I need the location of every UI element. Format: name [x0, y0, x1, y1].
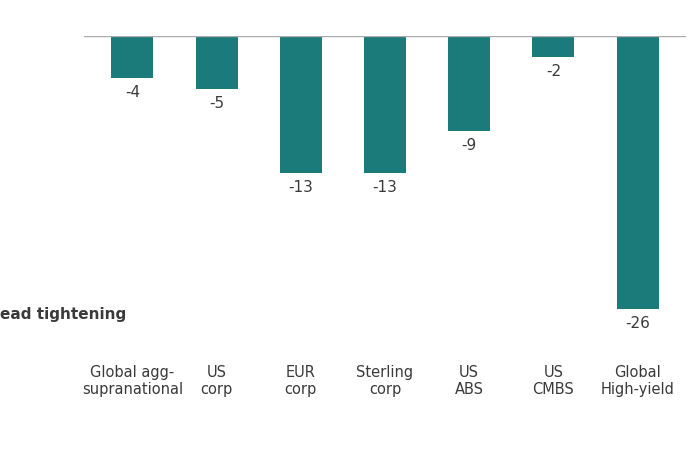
- Bar: [532, 36, 575, 57]
- Bar: [617, 36, 659, 309]
- Bar: [448, 36, 490, 130]
- Bar: [280, 36, 322, 172]
- Bar: [364, 36, 406, 172]
- Text: -2: -2: [546, 64, 561, 79]
- Text: -13: -13: [372, 180, 398, 195]
- Bar: [195, 36, 238, 89]
- Text: -5: -5: [209, 96, 224, 111]
- Text: -26: -26: [625, 316, 650, 331]
- Bar: [111, 36, 153, 78]
- Text: ead tightening: ead tightening: [0, 307, 126, 323]
- Text: -13: -13: [288, 180, 313, 195]
- Text: -4: -4: [125, 86, 140, 100]
- Text: -9: -9: [461, 138, 477, 153]
